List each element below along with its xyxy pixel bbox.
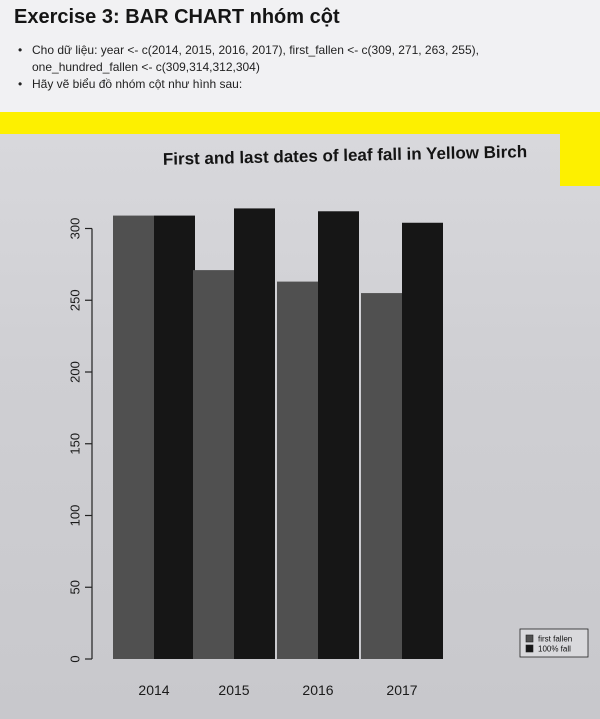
bar-groups — [113, 208, 443, 659]
x-tick-label: 2015 — [218, 682, 249, 698]
bar-first-fallen — [193, 270, 234, 659]
bar-100-percent-fall — [234, 208, 275, 659]
y-axis: 0 50 100 150 200 250 300 — [68, 218, 93, 663]
exercise-title: Exercise 3: BAR CHART nhóm cột — [14, 6, 340, 28]
x-tick-labels: 2014 2015 2016 2017 — [138, 682, 417, 698]
legend-swatch-100-percent-fall — [525, 644, 534, 653]
instruction-task: Hãy vẽ biểu đồ nhóm cột như hình sau: — [14, 76, 584, 93]
x-tick-label: 2016 — [302, 682, 333, 698]
bar-first-fallen — [277, 281, 318, 659]
y-tick-label: 0 — [68, 655, 83, 662]
legend-swatch-first-fallen — [525, 634, 534, 643]
bar-first-fallen — [113, 215, 154, 659]
bar-100-percent-fall — [154, 215, 195, 659]
x-tick-label: 2017 — [386, 682, 417, 698]
y-tick-label: 50 — [68, 580, 83, 594]
highlight-box — [560, 134, 600, 186]
y-tick-label: 200 — [68, 361, 83, 383]
y-tick-label: 150 — [68, 433, 83, 455]
bar-100-percent-fall — [318, 211, 359, 659]
instruction-data: Cho dữ liệu: year <- c(2014, 2015, 2016,… — [14, 42, 584, 76]
y-tick-label: 100 — [68, 505, 83, 527]
legend-label-first-fallen: first fallen — [538, 635, 572, 644]
slide-header: Exercise 3: BAR CHART nhóm cột Cho dữ li… — [0, 0, 600, 112]
bar-100-percent-fall — [402, 222, 443, 659]
y-tick-label: 300 — [68, 218, 83, 240]
x-tick-label: 2014 — [138, 682, 169, 698]
instruction-list: Cho dữ liệu: year <- c(2014, 2015, 2016,… — [14, 42, 584, 93]
bar-chart: 0 50 100 150 200 250 300 2014 2015 2016 2017 firs… — [68, 208, 589, 698]
legend-box — [519, 628, 589, 658]
bar-first-fallen — [361, 293, 402, 659]
y-tick-label: 250 — [68, 289, 83, 311]
legend-label-100-percent-fall: 100% fall — [538, 645, 571, 654]
highlight-band — [0, 112, 600, 134]
